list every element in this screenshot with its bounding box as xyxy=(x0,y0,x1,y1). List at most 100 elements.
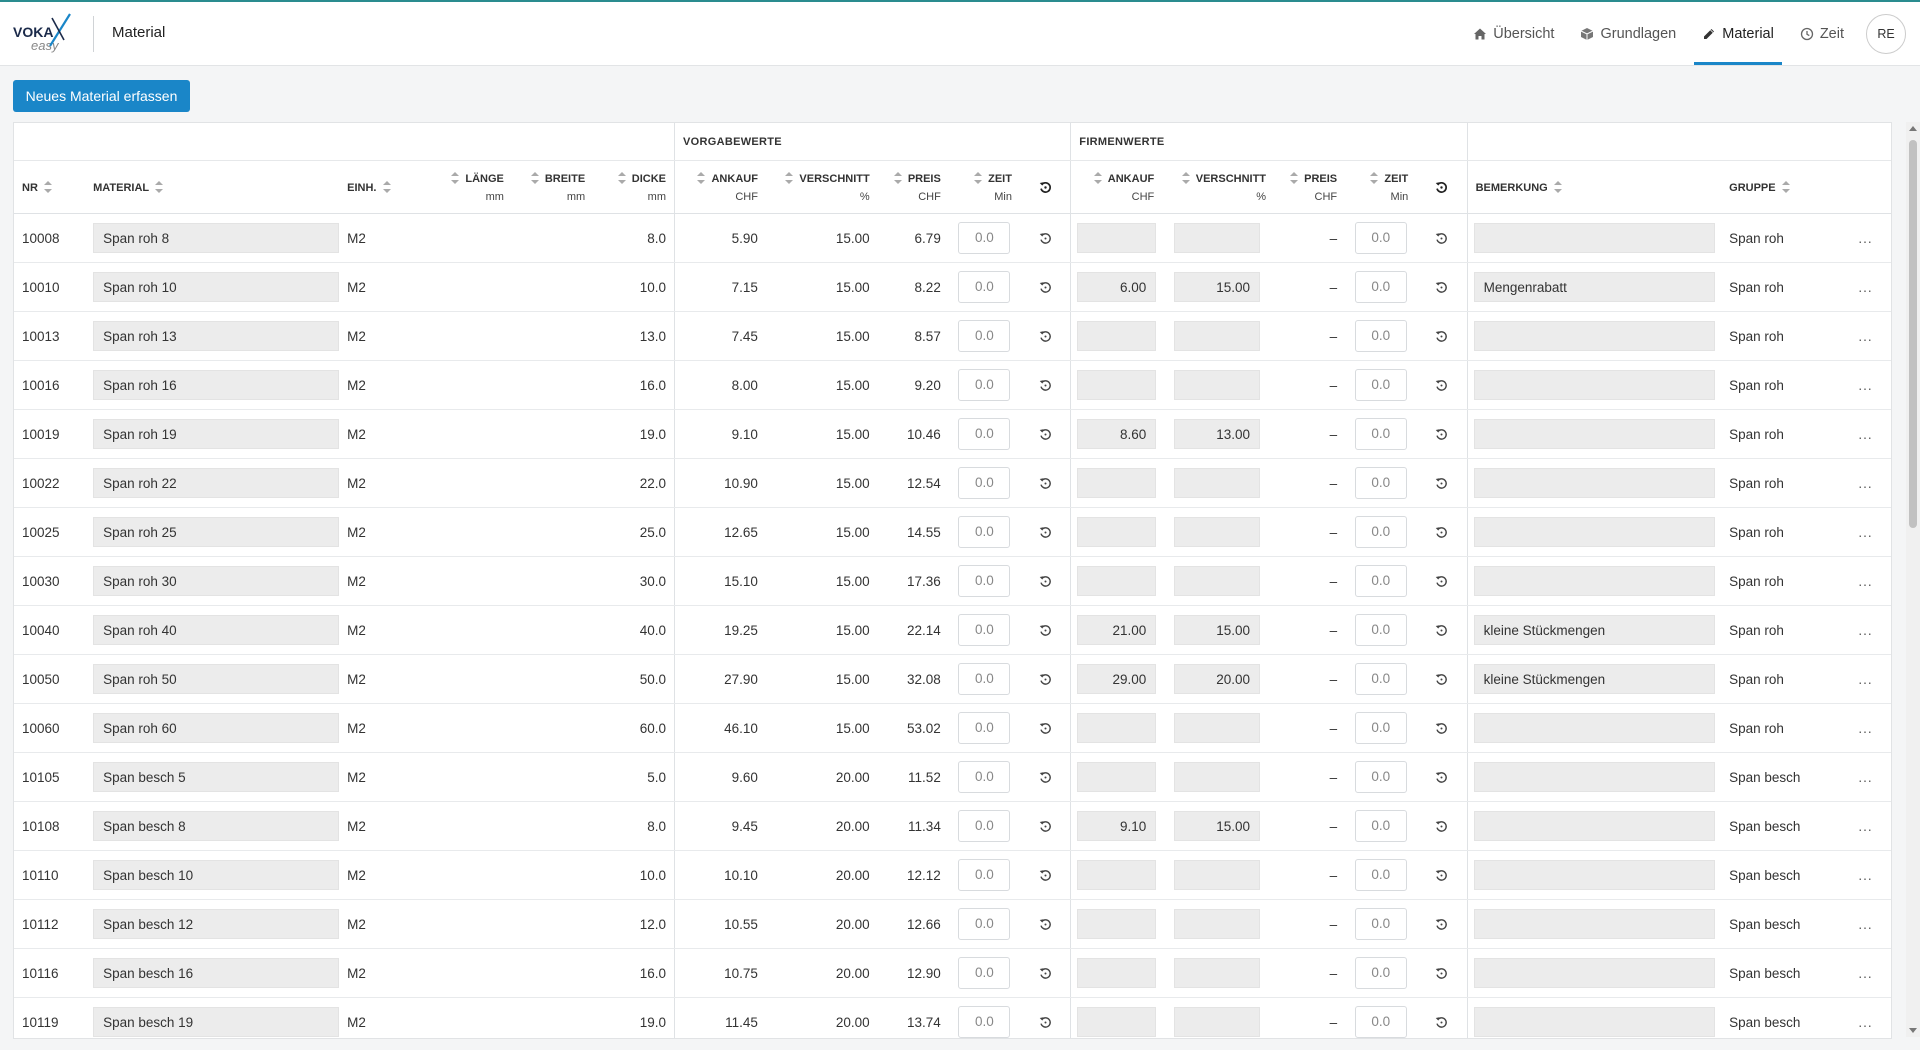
material-name-field[interactable]: Span besch 10 xyxy=(93,860,340,890)
zeit-input[interactable]: 0.0 xyxy=(1354,516,1407,548)
table-row[interactable]: 10108 Span besch 8 M2 8.0 9.45 20.00 11.34 0.0 9… xyxy=(14,801,1891,851)
firm-ankauf-field[interactable] xyxy=(1077,762,1157,792)
bemerkung-field[interactable] xyxy=(1473,223,1716,253)
sort-icon[interactable] xyxy=(530,171,539,184)
reset-icon[interactable] xyxy=(1039,869,1052,882)
firm-verschnitt-field[interactable] xyxy=(1174,370,1261,400)
reset-icon[interactable] xyxy=(1435,1016,1448,1029)
sort-icon[interactable] xyxy=(1553,180,1562,193)
material-name-field[interactable]: Span roh 40 xyxy=(93,615,340,645)
zeit-input[interactable]: 0.0 xyxy=(958,369,1011,401)
zeit-input[interactable]: 0.0 xyxy=(1354,369,1407,401)
sort-icon[interactable] xyxy=(1181,171,1190,184)
firm-ankauf-field[interactable] xyxy=(1077,223,1157,253)
reset-icon[interactable] xyxy=(1039,722,1052,735)
reset-icon[interactable] xyxy=(1435,918,1448,931)
material-name-field[interactable]: Span roh 60 xyxy=(93,713,340,743)
more-actions-button[interactable]: ... xyxy=(1858,867,1873,883)
bemerkung-field[interactable] xyxy=(1473,1007,1716,1037)
table-row[interactable]: 10016 Span roh 16 M2 16.0 8.00 15.00 9.20 0.0–0… xyxy=(14,360,1891,410)
col-gruppe[interactable]: GRUPPE xyxy=(1721,160,1841,214)
reset-icon[interactable] xyxy=(1435,232,1448,245)
table-row[interactable]: 10019 Span roh 19 M2 19.0 9.10 15.00 10.46 0.0 8… xyxy=(14,409,1891,459)
col-v-preis[interactable]: PREIS CHF xyxy=(877,160,949,214)
zeit-input[interactable]: 0.0 xyxy=(958,467,1011,499)
firm-verschnitt-field[interactable] xyxy=(1174,223,1261,253)
new-material-button[interactable]: Neues Material erfassen xyxy=(13,80,190,112)
sort-icon[interactable] xyxy=(451,171,460,184)
firm-ankauf-field[interactable]: 9.10 xyxy=(1077,811,1157,841)
col-breite[interactable]: BREITE mm xyxy=(511,160,594,214)
reset-icon[interactable] xyxy=(1039,526,1052,539)
col-f-ankauf[interactable]: ANKAUF CHF xyxy=(1070,160,1163,214)
firm-verschnitt-field[interactable] xyxy=(1174,517,1261,547)
material-name-field[interactable]: Span roh 8 xyxy=(93,223,340,253)
reset-icon[interactable] xyxy=(1039,967,1052,980)
more-actions-button[interactable]: ... xyxy=(1858,230,1873,246)
material-name-field[interactable]: Span roh 25 xyxy=(93,517,340,547)
more-actions-button[interactable]: ... xyxy=(1858,573,1873,589)
reset-icon[interactable] xyxy=(1435,869,1448,882)
firm-ankauf-field[interactable] xyxy=(1077,566,1157,596)
col-nr[interactable]: NR xyxy=(14,160,86,214)
zeit-input[interactable]: 0.0 xyxy=(1354,418,1407,450)
firm-ankauf-field[interactable]: 8.60 xyxy=(1077,419,1157,449)
table-row[interactable]: 10119 Span besch 19 M2 19.0 11.45 20.00 13.74 0… xyxy=(14,997,1891,1038)
zeit-input[interactable]: 0.0 xyxy=(1354,761,1407,793)
firm-verschnitt-field[interactable]: 20.00 xyxy=(1174,664,1261,694)
col-f-reset[interactable] xyxy=(1416,160,1468,214)
reset-icon[interactable] xyxy=(1435,722,1448,735)
sort-icon[interactable] xyxy=(617,171,626,184)
material-name-field[interactable]: Span besch 16 xyxy=(93,958,340,988)
table-row[interactable]: 10013 Span roh 13 M2 13.0 7.45 15.00 8.57 0.0–0… xyxy=(14,311,1891,361)
reset-all-icon[interactable] xyxy=(1435,181,1448,194)
more-actions-button[interactable]: ... xyxy=(1858,965,1873,981)
bemerkung-field[interactable] xyxy=(1473,909,1716,939)
table-row[interactable]: 10025 Span roh 25 M2 25.0 12.65 15.00 14.55 0.0… xyxy=(14,507,1891,557)
sort-icon[interactable] xyxy=(697,171,706,184)
firm-verschnitt-field[interactable]: 15.00 xyxy=(1174,811,1261,841)
more-actions-button[interactable]: ... xyxy=(1858,769,1873,785)
bemerkung-field[interactable] xyxy=(1473,419,1716,449)
firm-verschnitt-field[interactable] xyxy=(1174,713,1261,743)
zeit-input[interactable]: 0.0 xyxy=(1354,222,1407,254)
zeit-input[interactable]: 0.0 xyxy=(1354,712,1407,744)
firm-verschnitt-field[interactable] xyxy=(1174,566,1261,596)
sort-icon[interactable] xyxy=(974,171,983,184)
reset-icon[interactable] xyxy=(1039,771,1052,784)
firm-verschnitt-field[interactable] xyxy=(1174,860,1261,890)
reset-icon[interactable] xyxy=(1039,820,1052,833)
material-name-field[interactable]: Span roh 22 xyxy=(93,468,340,498)
sort-icon[interactable] xyxy=(1781,180,1790,193)
col-v-ankauf[interactable]: ANKAUF CHF xyxy=(673,160,766,214)
more-actions-button[interactable]: ... xyxy=(1858,1014,1873,1030)
table-row[interactable]: 10010 Span roh 10 M2 10.0 7.15 15.00 8.22 0.0 6.… xyxy=(14,262,1891,312)
table-row[interactable]: 10030 Span roh 30 M2 30.0 15.10 15.00 17.36 0.0… xyxy=(14,556,1891,606)
zeit-input[interactable]: 0.0 xyxy=(1354,614,1407,646)
zeit-input[interactable]: 0.0 xyxy=(958,663,1011,695)
reset-icon[interactable] xyxy=(1039,379,1052,392)
sort-icon[interactable] xyxy=(1370,171,1379,184)
zeit-input[interactable]: 0.0 xyxy=(1354,320,1407,352)
reset-icon[interactable] xyxy=(1435,624,1448,637)
firm-verschnitt-field[interactable] xyxy=(1174,958,1261,988)
reset-icon[interactable] xyxy=(1435,673,1448,686)
user-avatar[interactable]: RE xyxy=(1866,13,1906,54)
bemerkung-field[interactable] xyxy=(1473,370,1716,400)
col-f-zeit[interactable]: ZEIT Min xyxy=(1345,160,1417,214)
zeit-input[interactable]: 0.0 xyxy=(1354,467,1407,499)
material-name-field[interactable]: Span besch 5 xyxy=(93,762,340,792)
firm-ankauf-field[interactable] xyxy=(1077,909,1157,939)
nav-zeit[interactable]: Zeit xyxy=(1792,2,1852,65)
reset-icon[interactable] xyxy=(1039,1016,1052,1029)
more-actions-button[interactable]: ... xyxy=(1858,818,1873,834)
zeit-input[interactable]: 0.0 xyxy=(958,957,1011,989)
more-actions-button[interactable]: ... xyxy=(1858,671,1873,687)
reset-icon[interactable] xyxy=(1039,232,1052,245)
more-actions-button[interactable]: ... xyxy=(1858,328,1873,344)
firm-ankauf-field[interactable] xyxy=(1077,1007,1157,1037)
col-v-verschnitt[interactable]: VERSCHNITT% xyxy=(765,160,878,214)
col-f-preis[interactable]: PREIS CHF xyxy=(1274,160,1346,214)
reset-icon[interactable] xyxy=(1039,624,1052,637)
col-einh[interactable]: EINH. xyxy=(339,160,431,214)
